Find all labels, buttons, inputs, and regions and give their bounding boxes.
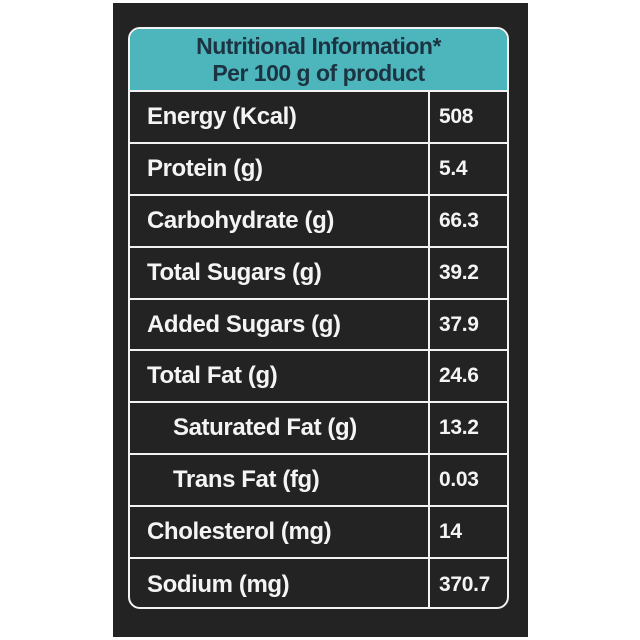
table-row: Carbohydrate (g) 66.3 [130,195,507,248]
nutrient-value: 508 [439,104,474,128]
nutrient-name: Energy (Kcal) [130,92,430,142]
table-row: Total Sugars (g) 39.2 [130,247,507,300]
nutrient-value: 37.9 [439,312,479,336]
nutrient-name: Protein (g) [130,143,430,194]
nutrient-value: 66.3 [439,208,479,232]
label-panel: Nutritional Information* Per 100 g of pr… [113,3,528,637]
table-header: Nutritional Information* Per 100 g of pr… [130,29,507,92]
nutrient-value: 13.2 [439,416,479,440]
table-body: Energy (Kcal) 508 Protein (g) 5.4 Carbohydra… [130,92,507,607]
header-subtitle: Per 100 g of product [212,60,425,86]
header-title: Nutritional Information* [196,33,441,59]
table-row: Sodium (mg) 370.7 [130,559,507,607]
table-row: Cholesterol (mg) 14 [130,507,507,560]
nutrient-value: 14 [439,520,462,544]
nutrient-value: 370.7 [439,572,491,596]
nutrient-name: Cholesterol (mg) [130,507,430,558]
nutrient-name: Sodium (mg) [130,559,430,607]
nutrient-name: Total Fat (g) [130,351,430,402]
nutrient-value: 24.6 [439,364,479,388]
table-row: Energy (Kcal) 508 [130,92,507,144]
nutrition-table: Nutritional Information* Per 100 g of pr… [128,27,509,609]
nutrient-name: Added Sugars (g) [130,299,430,350]
table-row: Total Fat (g) 24.6 [130,351,507,404]
nutrient-name: Total Sugars (g) [130,247,430,298]
nutrient-value: 0.03 [439,468,479,492]
table-row: Protein (g) 5.4 [130,143,507,196]
table-row: Trans Fat (fg) 0.03 [130,455,507,508]
table-row: Saturated Fat (g) 13.2 [130,403,507,456]
nutrient-value: 5.4 [439,156,468,180]
nutrient-name: Carbohydrate (g) [130,195,430,246]
table-row: Added Sugars (g) 37.9 [130,299,507,352]
nutrient-value: 39.2 [439,260,479,284]
nutrient-name: Saturated Fat (g) [130,403,430,454]
nutrient-name: Trans Fat (fg) [130,455,430,506]
